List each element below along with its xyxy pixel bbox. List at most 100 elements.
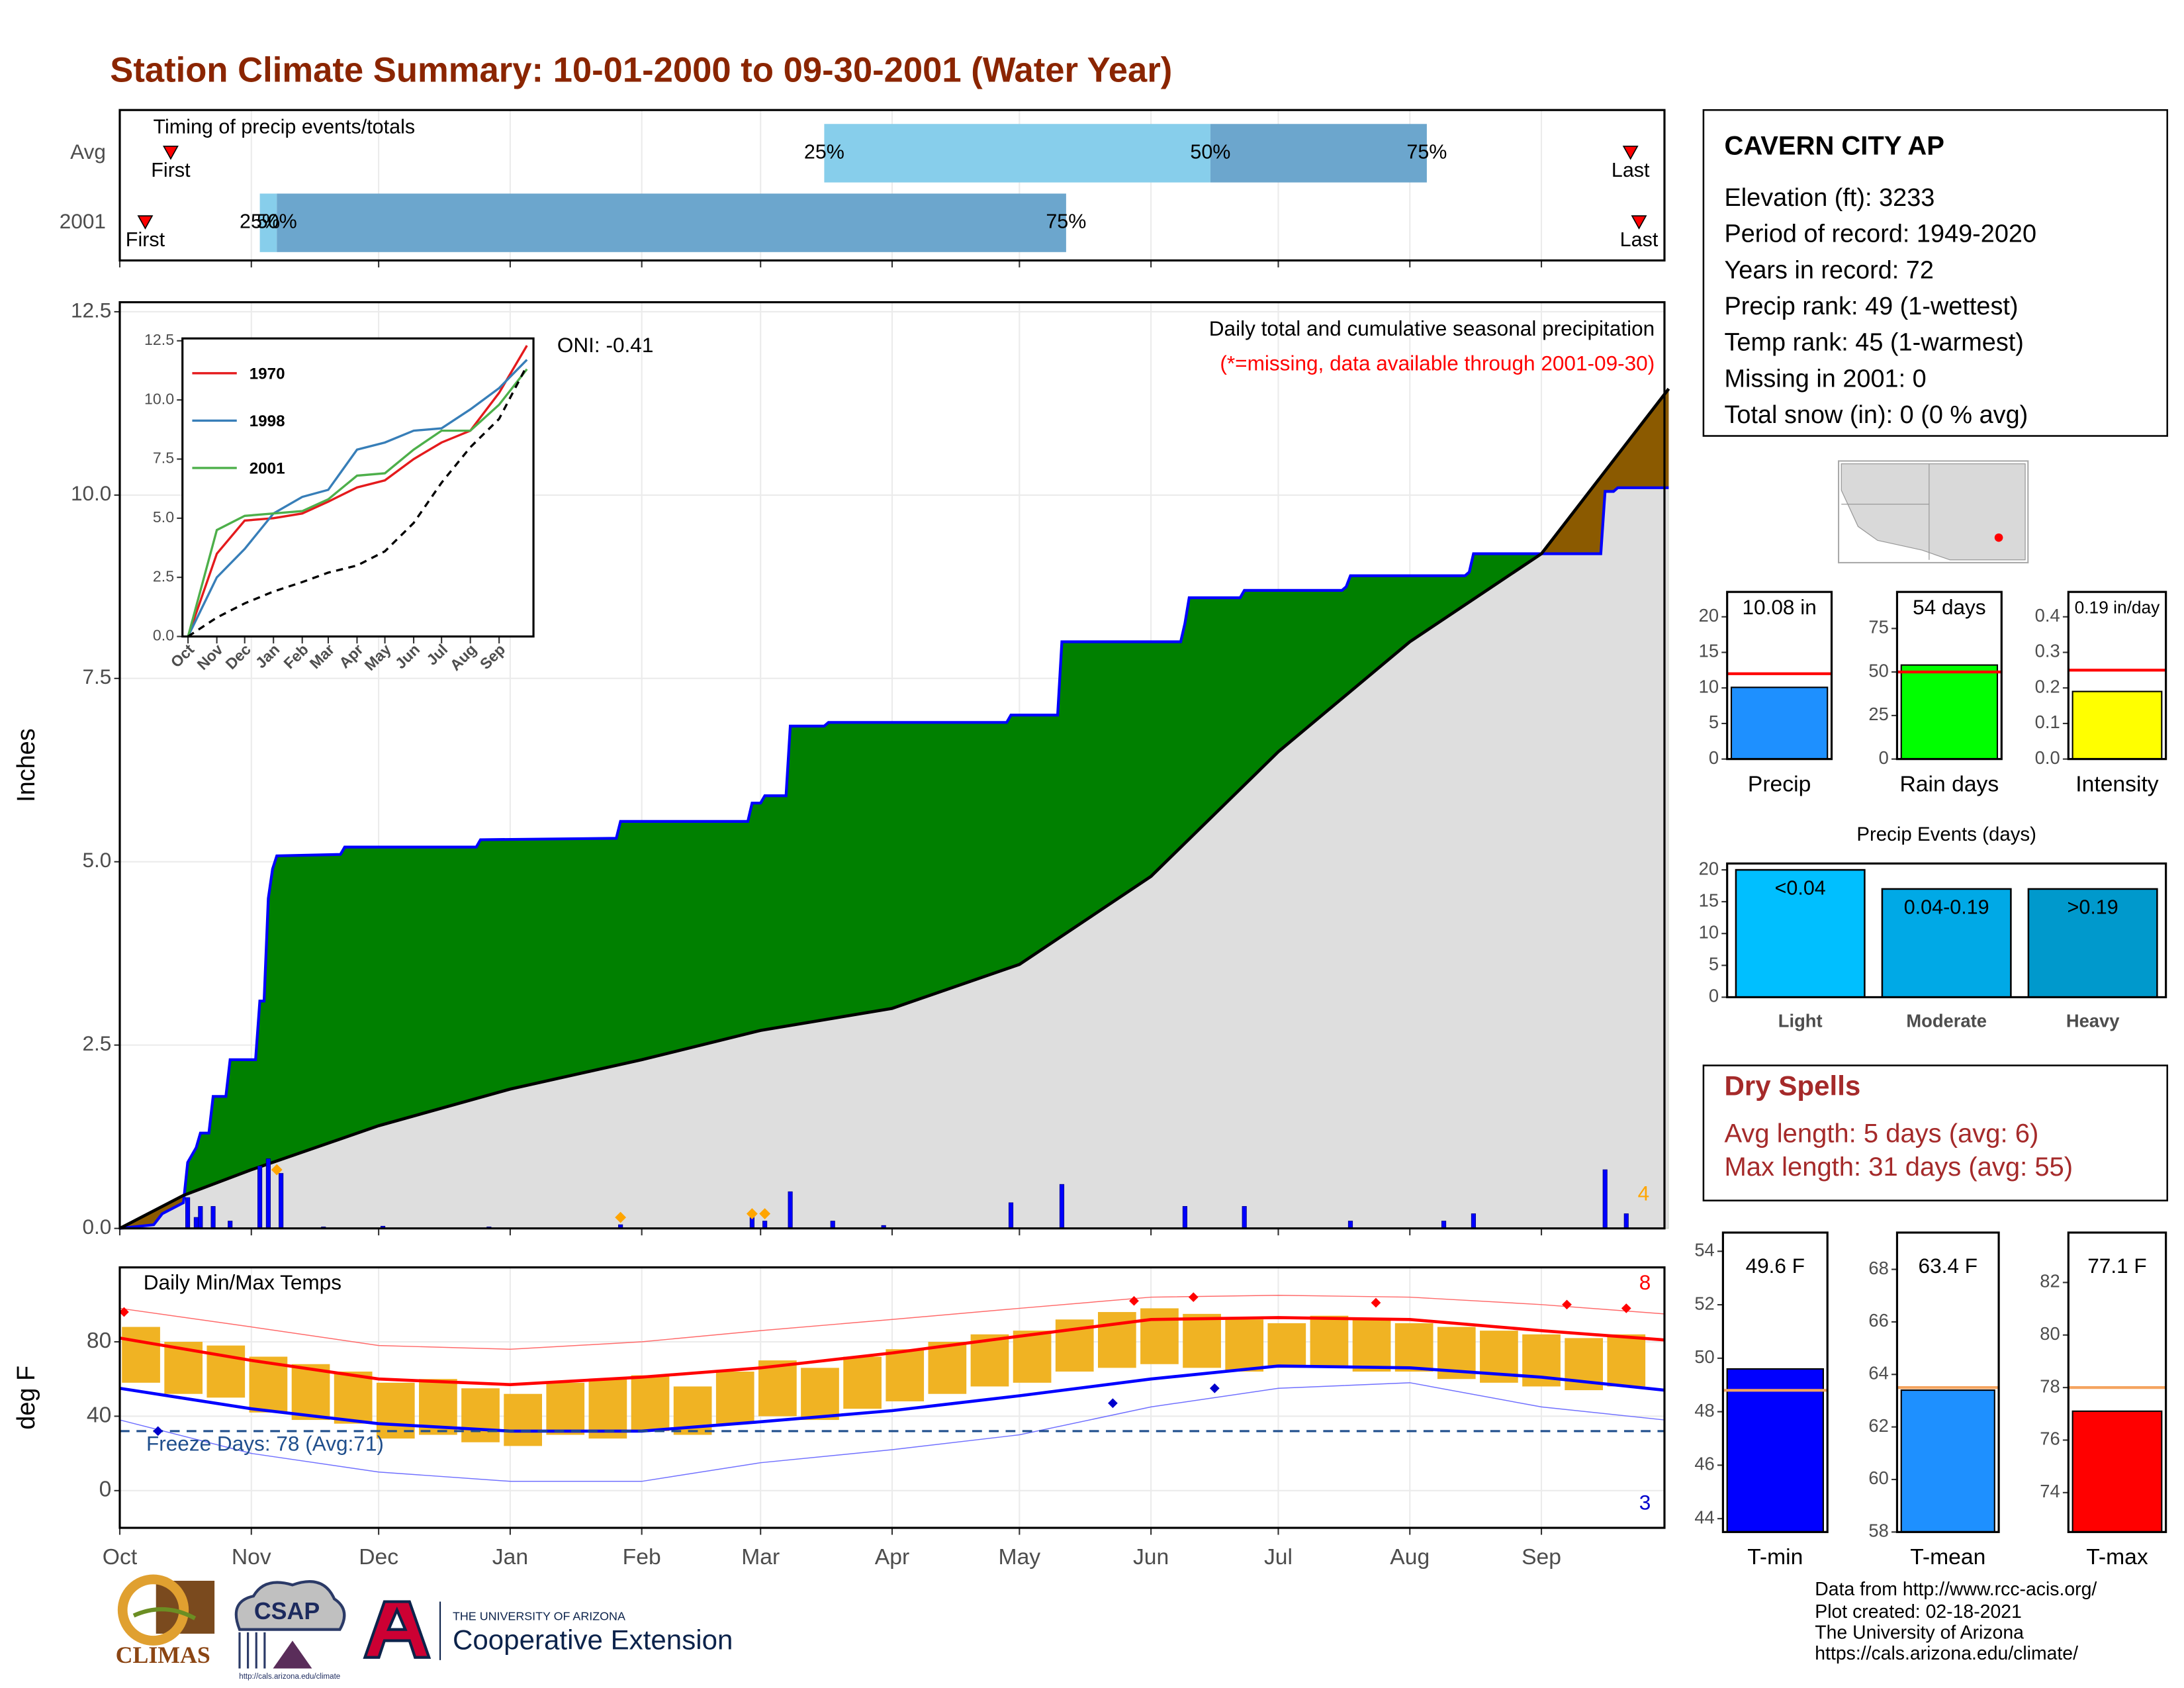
event-marker (1622, 146, 1639, 160)
x-tick-label: Mar (741, 1545, 780, 1570)
bin-label: >0.19 (2068, 896, 2118, 918)
x-tick-label: Sep (1522, 1545, 1561, 1570)
station-info: Period of record: 1949-2020 (1724, 220, 2036, 248)
dry-spells-line: Avg length: 5 days (avg: 6) (1724, 1119, 2038, 1148)
event-marker (1631, 215, 1647, 230)
daily-precip-bar (210, 1206, 216, 1229)
x-tick-label: Nov (232, 1545, 271, 1570)
value-label: 49.6 F (1746, 1254, 1805, 1278)
temp-range-bar (1352, 1319, 1391, 1372)
daily-precip-bar (257, 1166, 263, 1229)
ua-logo (363, 1600, 432, 1659)
x-tick-label: May (999, 1545, 1041, 1570)
annotation: ONI: -0.41 (557, 333, 654, 357)
y-tick-label: 62 (1868, 1415, 1888, 1436)
percent-label: 75% (1406, 141, 1447, 164)
y-tick-label: 80 (2040, 1323, 2060, 1344)
y-tick-label: 0.4 (2035, 605, 2060, 626)
plot-border (1895, 1231, 2000, 1533)
plot-border (1895, 590, 2003, 761)
gauge-bar (2071, 690, 2163, 760)
temp-range-bar (886, 1349, 925, 1401)
csap-text: CSAP (254, 1598, 320, 1624)
y-tick-label: 10.0 (144, 390, 174, 407)
daily-precip-bar (830, 1221, 835, 1229)
chart-title: Daily total and cumulative seasonal prec… (1209, 316, 1655, 340)
gauge-bar (2071, 1410, 2163, 1533)
value-label: 54 days (1913, 595, 1986, 619)
percent-label: 75% (1046, 211, 1086, 233)
row-label: 2001 (60, 209, 106, 233)
y-tick-label: 78 (2040, 1376, 2060, 1396)
record-marker (1621, 1303, 1631, 1313)
temp-range-bar (334, 1371, 373, 1424)
normal-line (119, 1295, 1665, 1350)
y-tick-label: 5.0 (153, 508, 174, 526)
normal-line (119, 1364, 1665, 1433)
station-info: Precip rank: 49 (1-wettest) (1724, 293, 2018, 320)
y-tick-label: 10 (1699, 921, 1719, 942)
y-tick-label: 7.5 (83, 665, 112, 688)
series-line (187, 359, 528, 637)
percent-label: 25% (240, 211, 280, 233)
footer-line: Data from http://www.rcc-acis.org/ (1815, 1579, 2097, 1600)
climas-text: CLIMAS (116, 1642, 210, 1668)
series-line (187, 365, 528, 637)
bin-label: <0.04 (1775, 877, 1826, 900)
map-land (1841, 463, 2026, 561)
y-tick-label: 75 (1868, 617, 1888, 637)
y-tick-label: 50 (1694, 1346, 1714, 1367)
y-tick-label: 15 (1699, 890, 1719, 910)
temp-range-bar (1183, 1313, 1221, 1368)
y-tick-label: 25 (1868, 704, 1888, 724)
ua-text: THE UNIVERSITY OF ARIZONA (453, 1609, 625, 1622)
dry-spells-box (1702, 1064, 2169, 1201)
footer-line: https://cals.arizona.edu/climate/ (1815, 1643, 2078, 1664)
extension-text: Cooperative Extension (453, 1624, 733, 1656)
y-tick-label: 20 (1699, 605, 1719, 626)
y-tick-label: 48 (1694, 1400, 1714, 1421)
y-tick-label: 40 (87, 1403, 111, 1427)
daily-precip-bar (265, 1158, 271, 1229)
map-border (1841, 463, 1930, 560)
bar (2027, 888, 2158, 998)
y-tick-label: 80 (87, 1329, 111, 1353)
temp-range-bar (588, 1379, 627, 1439)
y-tick-label: 50 (1868, 660, 1888, 680)
y-tick-label: 52 (1694, 1293, 1714, 1313)
y-tick-label: 10 (1699, 676, 1719, 696)
y-tick-label: 46 (1694, 1454, 1714, 1474)
temp-range-bar (928, 1342, 967, 1394)
y-tick-label: 64 (1868, 1362, 1888, 1383)
row-label: Avg (70, 140, 106, 164)
x-tick-label: Feb (623, 1545, 661, 1570)
legend-label: 1998 (250, 412, 285, 430)
event-marker (137, 215, 154, 230)
plot-border (118, 301, 1666, 1230)
y-tick-label: 0 (1709, 747, 1719, 768)
cumulative-line (119, 486, 1669, 1230)
y-tick-label: 5.0 (83, 848, 112, 872)
event-label: Last (1620, 228, 1659, 251)
gauge-bar (1900, 664, 1999, 760)
y-tick-label: 2.5 (153, 567, 174, 585)
logos: CLIMAS CSAP http://cals.arizona.edu/clim… (116, 1574, 733, 1681)
gauge-bar (1730, 686, 1829, 760)
locator-map (1838, 460, 2029, 564)
x-tick-label: Light (1778, 1011, 1823, 1031)
y-tick-label: 5 (1709, 954, 1719, 974)
y-tick-label: 15 (1699, 641, 1719, 661)
normal-line (119, 1316, 1665, 1386)
flag-count: 4 (1638, 1182, 1650, 1205)
y-tick-label: 54 (1694, 1239, 1714, 1260)
temp-range-bar (1267, 1323, 1306, 1368)
gauge-title: Rain days (1900, 773, 1999, 797)
daily-precip-bar (1441, 1221, 1447, 1229)
daily-precip-bar (1059, 1184, 1065, 1229)
y-axis-label: deg F (13, 1366, 40, 1430)
temp-range-bar (631, 1375, 670, 1431)
temp-range-bar (376, 1382, 415, 1439)
map-station-dot (1994, 533, 2003, 542)
x-tick-label: Oct (103, 1545, 138, 1570)
panel-title: Daily Min/Max Temps (144, 1270, 341, 1294)
